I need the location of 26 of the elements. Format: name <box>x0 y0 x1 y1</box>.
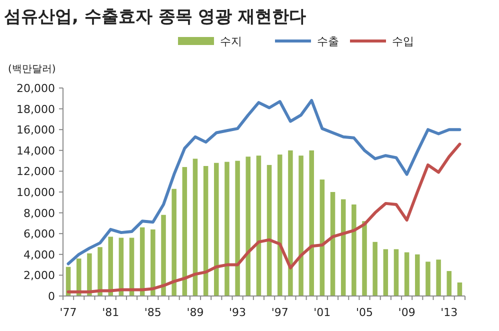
x-tick-label: '97 <box>271 306 288 319</box>
x-tick-label: '81 <box>102 306 120 319</box>
chart-title: 섬유산업, 수출효자 종목 영광 재현한다 <box>4 7 306 27</box>
x-tick-label: '85 <box>144 306 162 319</box>
y-tick-label: 12,000 <box>16 165 55 178</box>
y-tick-label: 6,000 <box>24 228 55 241</box>
x-tick-label: '77 <box>60 306 77 319</box>
y-tick-label: 18,000 <box>16 102 55 116</box>
x-tick-label: '01 <box>314 306 331 319</box>
y-axis-title: (백만달러) <box>8 64 56 75</box>
y-tick-label: 20,000 <box>16 82 55 95</box>
y-tick-label: 10,000 <box>16 186 55 199</box>
x-tick-label: '09 <box>398 306 416 319</box>
y-tick-label: 0 <box>48 290 55 303</box>
x-tick-label: '13 <box>440 306 458 319</box>
legend-label: 수입 <box>392 35 414 48</box>
x-tick-label: '89 <box>186 306 204 319</box>
legend-label: 수출 <box>317 35 339 48</box>
y-tick-label: 14,000 <box>16 144 55 158</box>
legend-label: 수지 <box>220 35 242 48</box>
y-tick-label: 8,000 <box>24 206 55 220</box>
x-tick-label: '05 <box>356 306 374 319</box>
y-tick-label: 4,000 <box>24 248 55 262</box>
y-tick-label: 2,000 <box>24 269 55 282</box>
x-tick-label: '93 <box>229 306 246 319</box>
y-tick-label: 16,000 <box>16 124 55 137</box>
